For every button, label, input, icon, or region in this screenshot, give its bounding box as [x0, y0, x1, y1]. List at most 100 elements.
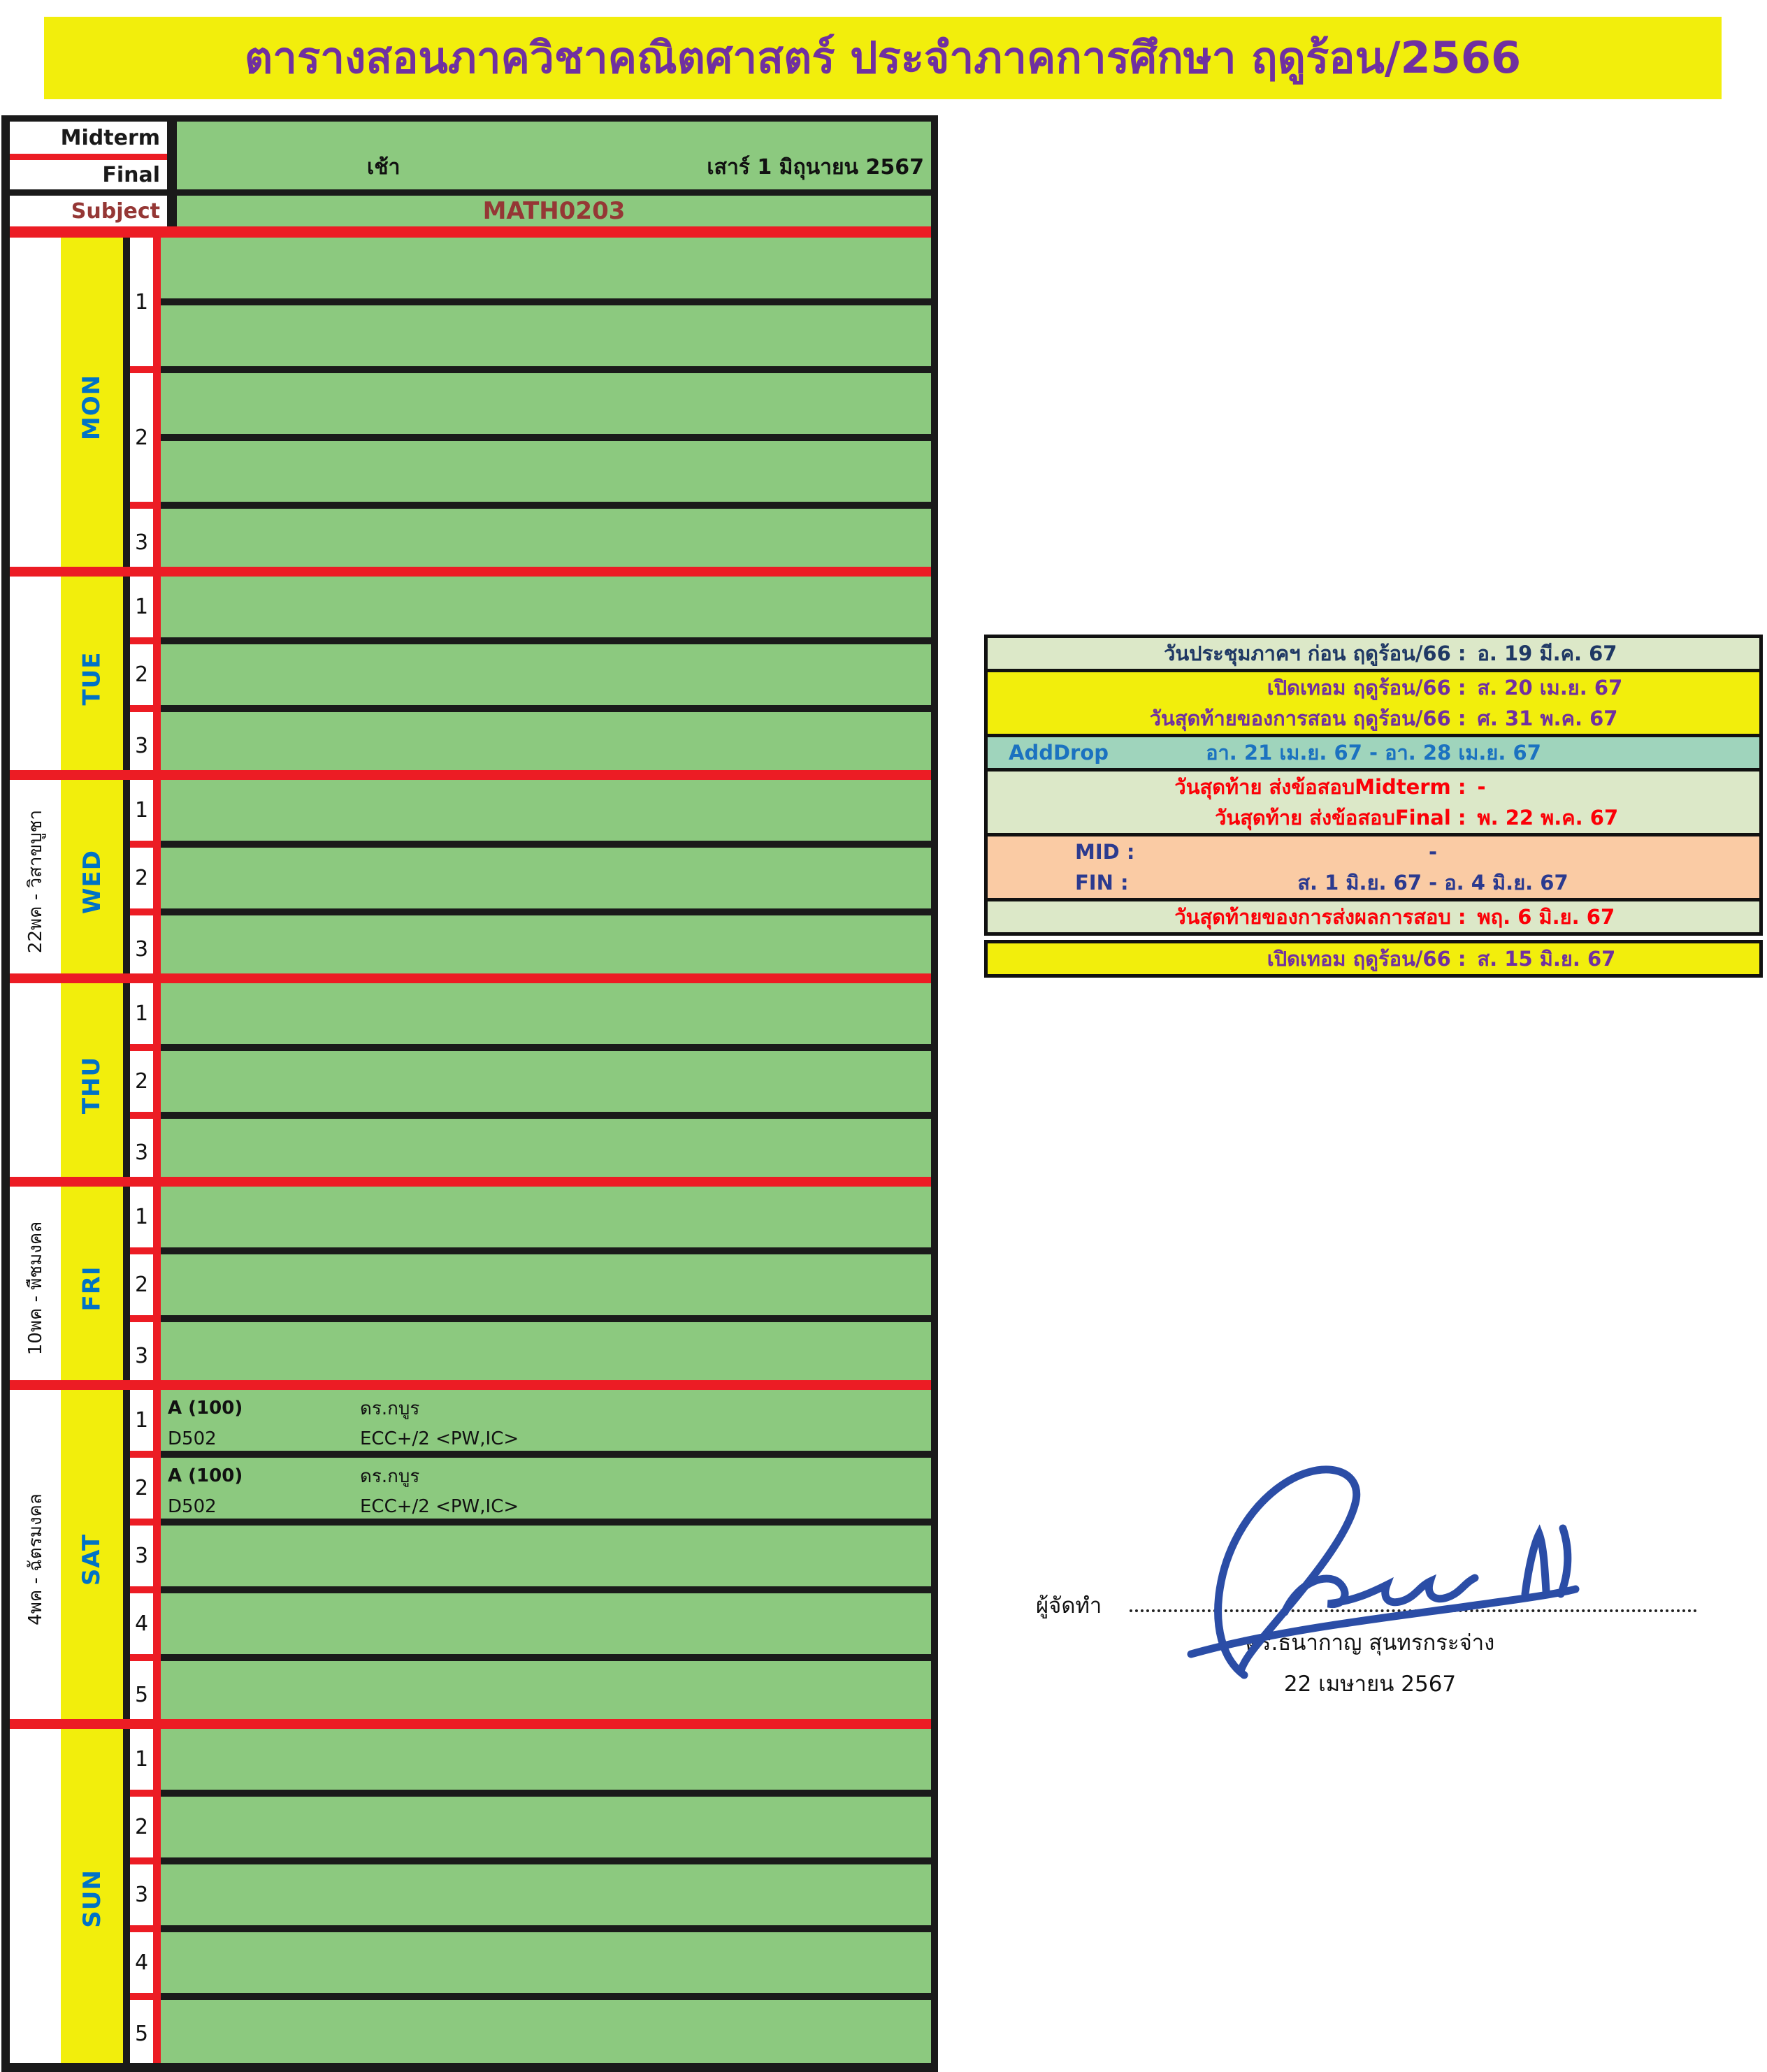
e-det: ECC+/2 <PW,IC>: [360, 1496, 519, 1517]
day-cell: TUE: [61, 577, 123, 780]
schedule-cell: [161, 305, 931, 373]
schedule-cell: [161, 1187, 931, 1254]
holiday-cell: [10, 577, 61, 780]
midterm-label: Midterm: [60, 125, 160, 150]
schedule-cell: [161, 983, 931, 1051]
column-divider: [123, 238, 130, 577]
schedule-cell: [161, 1526, 931, 1593]
schedule-cell: [161, 1729, 931, 1797]
info-row: MID : -: [988, 836, 1759, 867]
schedule-cell: [161, 1051, 931, 1119]
holiday-cell: [10, 238, 61, 577]
info-label: วันสุดท้ายของการส่งผลการสอบ :: [1174, 905, 1466, 929]
day-section-tue: TUE 1 2 3: [10, 577, 931, 780]
info-label: วันสุดท้าย ส่งข้อสอบMidterm :: [1174, 775, 1466, 799]
day-label: TUE: [78, 651, 106, 706]
prepared-date: 22 เมษายน 2567: [1283, 1672, 1457, 1697]
schedule-header: Midterm Final เช้า เสาร์ 1 มิถุนายน 2567…: [10, 122, 931, 238]
day-section-thu: THU 1 2 3: [10, 983, 931, 1187]
class-entry: A (100) ดร.กบูร D502 ECC+/2 <PW,IC>: [168, 1461, 928, 1522]
column-divider: [123, 780, 130, 983]
day-section-mon: MON 1 2 3: [10, 238, 931, 577]
info-value: ส. 1 มิ.ย. 67 - อ. 4 มิ.ย. 67: [1297, 871, 1568, 894]
day-cell: MON: [61, 238, 123, 577]
period-number: 2: [130, 1458, 153, 1526]
day-separator: [10, 1719, 931, 1729]
holiday-cell: [10, 1729, 61, 2063]
holiday-cell: [10, 983, 61, 1187]
black-separator: [10, 189, 931, 196]
period-number: 1: [130, 238, 153, 373]
red-column-line: [153, 1390, 161, 1729]
info-value: อ. 19 มี.ค. 67: [1477, 642, 1617, 665]
column-divider: [123, 1729, 130, 2063]
e-ins: ดร.กบูร: [360, 1398, 420, 1419]
red-column-line: [153, 1729, 161, 2063]
period-number: 2: [130, 373, 153, 509]
day-cell: SAT: [61, 1390, 123, 1729]
info-block: วันสุดท้ายของการส่งผลการสอบ : พฤ. 6 มิ.ย.…: [984, 898, 1763, 936]
info-block: เปิดเทอม ฤดูร้อน/66 : ส. 20 เม.ย. 67 วันสุ…: [984, 669, 1763, 737]
header-divider: [167, 122, 177, 226]
midterm-header-cell: Midterm: [10, 122, 167, 154]
info-table: วันประชุมภาคฯ ก่อน ฤดูร้อน/66 : อ. 19 มี.…: [984, 635, 1763, 978]
info-row: วันสุดท้ายของการสอน ฤดูร้อน/66 : ศ. 31 พ.…: [988, 703, 1759, 734]
period-number: 5: [130, 1661, 153, 1729]
day-cell: FRI: [61, 1187, 123, 1390]
period-number: 2: [130, 1797, 153, 1864]
day-label: FRI: [78, 1265, 106, 1312]
day-cell: THU: [61, 983, 123, 1187]
red-separator: [10, 154, 167, 160]
info-row: เปิดเทอม ฤดูร้อน/66 : ส. 20 เม.ย. 67: [988, 672, 1759, 703]
schedule-cell: [161, 1593, 931, 1661]
subject-code-cell: MATH0203: [177, 196, 931, 226]
e-room: D502: [168, 1428, 217, 1449]
day-cell: SUN: [61, 1729, 123, 2063]
schedule-cell: [161, 1661, 931, 1729]
column-divider: [123, 983, 130, 1187]
class-entry: A (100) ดร.กบูร D502 ECC+/2 <PW,IC>: [168, 1393, 928, 1454]
period-number: 3: [130, 915, 153, 983]
schedule-cell: [161, 644, 931, 712]
schedule-cell: [161, 509, 931, 577]
day-label: SUN: [78, 1869, 106, 1928]
info-row: FIN : ส. 1 มิ.ย. 67 - อ. 4 มิ.ย. 67: [988, 867, 1759, 898]
schedule-cell: [161, 915, 931, 983]
period-number: 3: [130, 712, 153, 780]
day-label: THU: [78, 1056, 106, 1114]
info-row: AddDrop อา. 21 เม.ย. 67 - อา. 28 เม.ย. 67: [988, 737, 1759, 768]
info-value: ส. 15 มิ.ย. 67: [1477, 947, 1616, 971]
period-number: 3: [130, 1119, 153, 1187]
day-separator: [10, 1177, 931, 1187]
info-block: MID : - FIN : ส. 1 มิ.ย. 67 - อ. 4 มิ.ย. 67: [984, 833, 1763, 901]
info-label: FIN :: [1075, 871, 1129, 894]
info-block: วันประชุมภาคฯ ก่อน ฤดูร้อน/66 : อ. 19 มี.…: [984, 635, 1763, 672]
info-value: -: [1477, 775, 1486, 799]
title-bar: ตารางสอนภาควิชาคณิตศาสตร์ ประจำภาคการศึก…: [44, 17, 1722, 99]
info-label: เปิดเทอม ฤดูร้อน/66 :: [1267, 676, 1466, 700]
day-separator: [10, 973, 931, 983]
info-row: วันประชุมภาคฯ ก่อน ฤดูร้อน/66 : อ. 19 มี.…: [988, 638, 1759, 669]
red-column-line: [153, 983, 161, 1187]
red-column-line: [153, 780, 161, 983]
holiday-cell: 22พค - วิสาขบูชา: [10, 780, 61, 983]
day-separator: [10, 1380, 931, 1390]
e-sec: A (100): [168, 1398, 243, 1419]
schedule-cell: [161, 1322, 931, 1390]
day-label: WED: [78, 849, 106, 914]
info-value: พ. 22 พ.ค. 67: [1477, 806, 1619, 829]
period-number: 5: [130, 2000, 153, 2063]
info-label: เปิดเทอม ฤดูร้อน/66 :: [1267, 947, 1466, 971]
e-room: D502: [168, 1496, 217, 1517]
period-number: 2: [130, 848, 153, 915]
info-row: วันสุดท้าย ส่งข้อสอบFinal : พ. 22 พ.ค. 67: [988, 802, 1759, 833]
holiday-cell: 10พค - พืชมงคล: [10, 1187, 61, 1390]
holiday-label: 4พค - ฉัตรมงคล: [25, 1493, 47, 1625]
schedule-cell: [161, 1864, 931, 1932]
info-label: วันสุดท้าย ส่งข้อสอบFinal :: [1215, 806, 1466, 829]
period-number: 2: [130, 644, 153, 712]
final-label: Final: [102, 162, 160, 187]
period-number: 1: [130, 1390, 153, 1458]
day-section-wed: 22พค - วิสาขบูชา WED 1 2 3: [10, 780, 931, 983]
